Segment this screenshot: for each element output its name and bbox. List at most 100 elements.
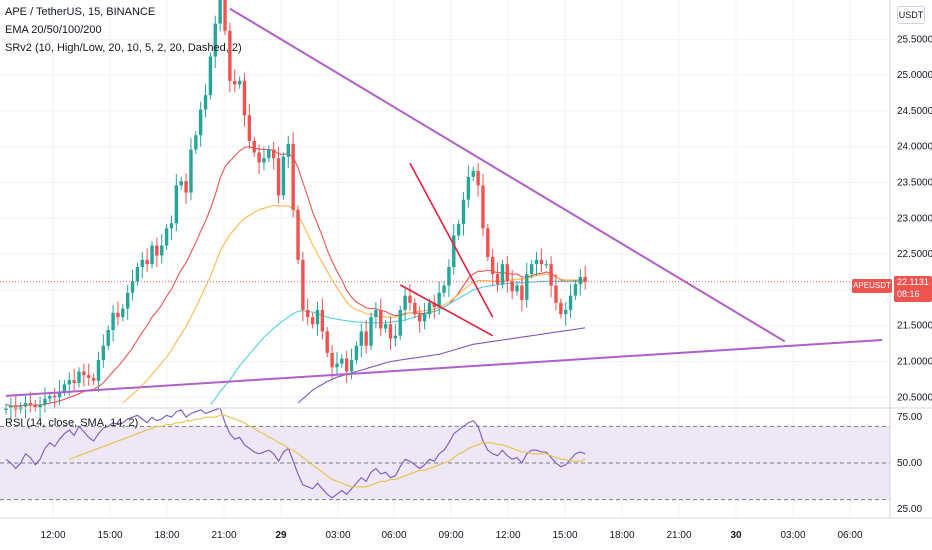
candle-body [38,404,42,408]
candle-body [257,152,261,163]
candle-body [125,292,130,309]
candlestick-layer [4,0,587,420]
candle-body [262,158,266,163]
symbol-legend[interactable]: APE / TetherUS, 15, BINANCE [5,6,156,18]
candle-body [447,266,451,286]
candle-body [549,264,553,286]
x-tick-label: 15:00 [552,530,577,541]
candle-body [515,285,519,292]
ema-legend[interactable]: EMA 20/50/100/200 [5,24,102,36]
candle-body [529,264,534,275]
y-tick-label: 21.5000 [897,321,932,332]
candle-body [393,335,398,339]
candle-body [174,185,179,224]
candle-body [52,395,57,398]
candle-body [364,331,368,346]
candle-body [23,402,28,407]
y-tick-label: 20.5000 [897,392,932,403]
y-tick-label: 23.0000 [897,213,932,224]
candle-body [106,329,110,346]
x-tick-label: 21:00 [666,530,691,541]
candle-body [130,281,135,293]
candle-body [72,380,76,383]
trendline-wedge-upper[interactable] [409,162,494,318]
candle-body [184,181,188,193]
srv2-legend[interactable]: SRv2 (10, High/Low, 20, 10, 5, 2, 20, Da… [5,42,242,54]
candle-body [315,309,320,325]
candle-body [135,266,140,282]
candle-body [62,384,67,392]
y-tick-label: 24.5000 [897,106,932,117]
x-tick-label: 15:00 [97,530,122,541]
candle-body [96,360,101,381]
candle-body [203,95,208,110]
candle-body [452,235,456,267]
trendline-layer[interactable] [5,7,883,397]
candle-body [111,312,115,330]
candle-body [491,256,495,275]
candle-body [160,245,164,256]
candle-body [525,274,529,300]
candle-body [340,358,344,364]
x-tick-label: 06:00 [837,530,862,541]
y-tick-label: 25.0000 [897,70,932,81]
candle-body [87,375,91,378]
candle-body [48,395,52,399]
candle-body [471,171,475,177]
candle-body [43,398,47,405]
candle-body [544,264,548,266]
y-tick-label: 22.5000 [897,249,932,260]
x-tick-label: 30 [730,530,742,541]
candle-body [28,402,33,405]
currency-badge[interactable]: USDT [897,6,925,24]
candle-body [237,80,242,85]
rsi-series-rsi [5,407,586,499]
candle-body [228,30,232,81]
price-tag-price: 22.1131 [897,277,929,287]
candle-body [291,143,295,210]
candle-body [422,314,427,322]
x-tick-label: 03:00 [325,530,350,541]
candle-body [486,228,490,257]
candle-body [9,405,13,408]
ema-line-ema-100 [209,280,586,405]
x-tick-label: 09:00 [438,530,463,541]
candle-body [155,245,159,256]
rsi-tick-label: 25.00 [897,504,922,515]
candle-body [461,199,466,225]
candle-body [359,331,363,346]
candle-body [583,277,587,282]
candle-body [247,115,252,142]
candle-body [388,324,393,339]
trendline-descending-resistance[interactable] [229,7,786,343]
candle-body [349,360,354,372]
candle-body [325,331,329,353]
x-tick-label: 12:00 [495,530,520,541]
candle-body [281,156,286,196]
candle-body [33,404,37,408]
ema-line-ema-20 [5,146,586,407]
price-tag-countdown: 08:16 [897,289,920,299]
rsi-legend[interactable]: RSI (14, close, SMA, 14, 2) [5,417,139,429]
candle-body [432,302,436,308]
candle-body [218,0,222,24]
candle-body [194,135,198,150]
candle-body [534,259,539,265]
candle-body [252,141,256,153]
candle-body [121,308,125,318]
ema-line-ema-200 [297,327,586,404]
candle-body [559,302,563,315]
candle-body [417,314,422,322]
candle-body [150,245,154,265]
candle-body [408,295,412,303]
candle-body [568,295,573,310]
candle-body [77,371,81,383]
trendline-ascending-support[interactable] [5,339,883,397]
candle-body [213,23,217,57]
trendline-wedge-lower[interactable] [399,284,494,337]
candle-body [554,285,558,303]
candle-body [379,309,383,329]
candle-body [140,259,144,267]
rsi-series-rsi-sma [69,414,586,488]
